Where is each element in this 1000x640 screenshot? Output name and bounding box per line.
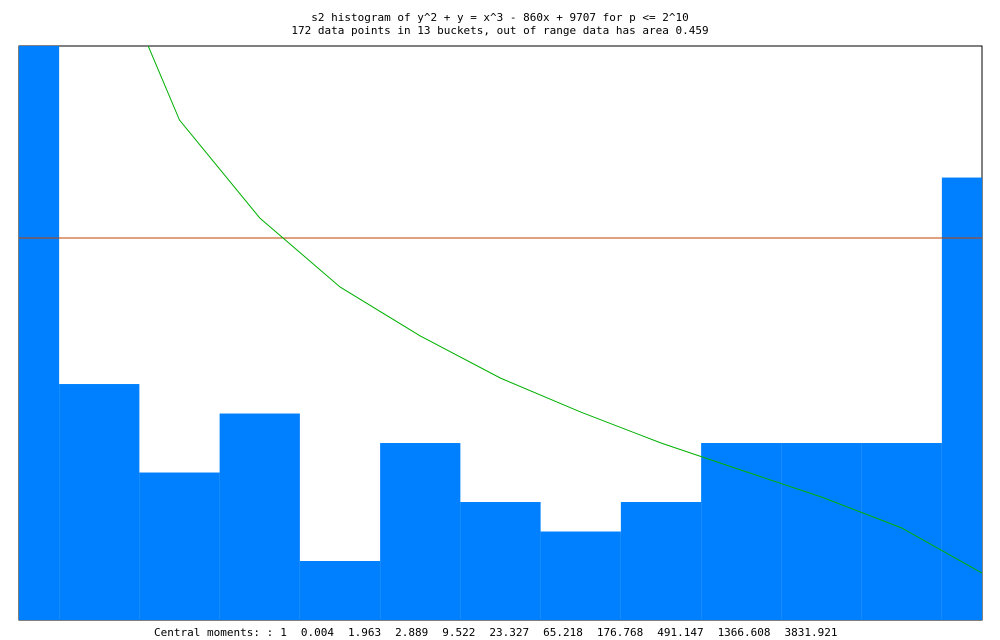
bar	[861, 443, 942, 620]
bar	[460, 502, 541, 620]
moment-value: 9.522	[442, 626, 475, 639]
moment-value: 2.889	[395, 626, 428, 639]
bar	[380, 443, 461, 620]
bar	[219, 413, 300, 620]
plot-area	[19, 46, 982, 620]
chart-subtitle: 172 data points in 13 buckets, out of ra…	[291, 24, 708, 37]
bar	[540, 531, 621, 620]
chart-title: s2 histogram of y^2 + y = x^3 - 860x + 9…	[311, 11, 689, 24]
moment-value: 3831.921	[785, 626, 838, 639]
moment-value: 23.327	[489, 626, 529, 639]
footer-label: Central moments: :	[154, 626, 273, 639]
bar	[19, 46, 60, 620]
bar	[701, 443, 782, 620]
bar	[299, 561, 381, 620]
moment-value: 1	[280, 626, 287, 639]
moment-value: 0.004	[301, 626, 334, 639]
bar	[620, 502, 702, 620]
fit-curve	[147, 46, 982, 574]
moment-value: 1.963	[348, 626, 381, 639]
moment-value: 1366.608	[718, 626, 771, 639]
moment-value: 176.768	[597, 626, 643, 639]
bar	[59, 384, 140, 620]
moment-value: 491.147	[657, 626, 703, 639]
bar	[139, 472, 220, 620]
moment-value: 65.218	[543, 626, 583, 639]
bar	[941, 177, 982, 620]
footer: Central moments: : 1 0.004 1.963 2.889 9.522 2…	[154, 626, 838, 639]
bar	[781, 443, 862, 620]
